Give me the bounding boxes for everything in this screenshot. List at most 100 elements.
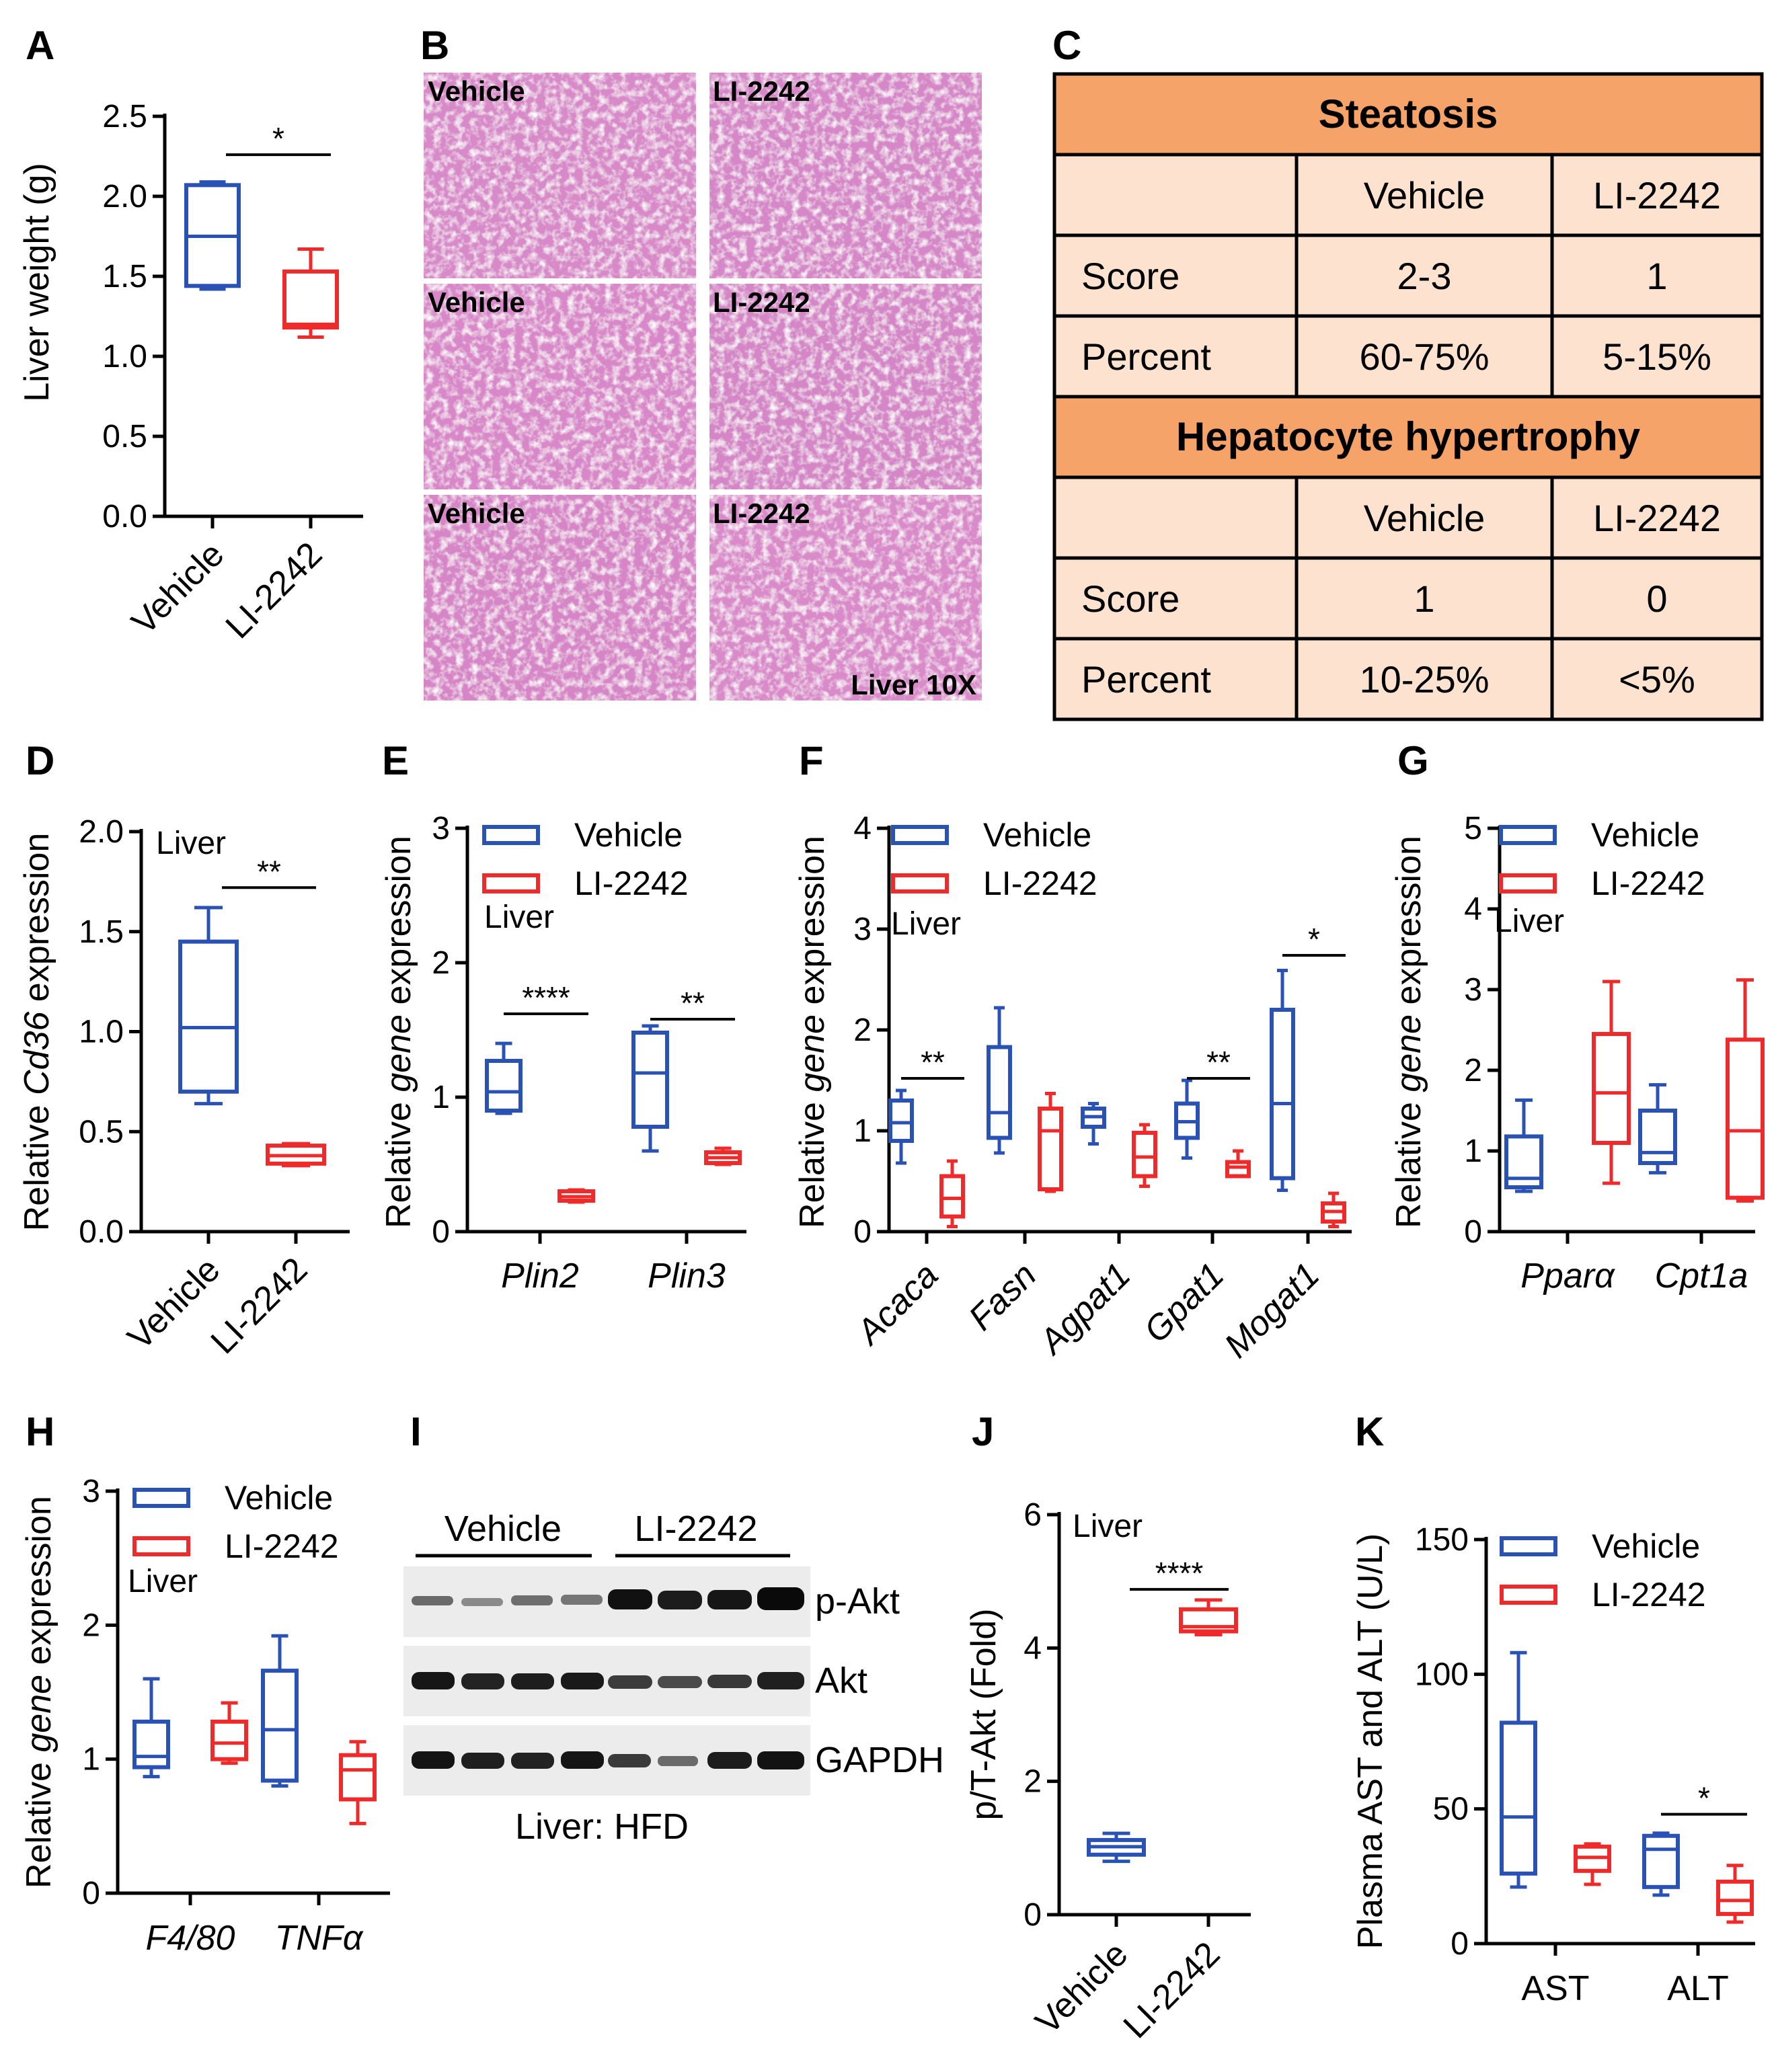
box-vehicle-cpt1a: [1638, 1083, 1677, 1174]
legend-label: Vehicle: [1592, 1527, 1700, 1565]
box-li-2242-tnf: [339, 1740, 377, 1825]
legend-swatch-vehicle: [482, 825, 540, 845]
y-tick-label: 0.5: [102, 419, 147, 454]
table-column-header: Vehicle: [1364, 174, 1485, 216]
blot-band: [511, 1595, 553, 1605]
y-tick-label: 50: [1433, 1792, 1469, 1827]
y-tick-label: 1: [82, 1742, 100, 1778]
panel-letter-f: F: [799, 738, 824, 783]
magnification-label: Liver 10X: [851, 669, 976, 701]
tile-label: LI-2242: [713, 75, 810, 107]
box-iqr: [1225, 1160, 1251, 1179]
box-li-2242-mogat1: [1321, 1191, 1346, 1228]
panel-letter-a: A: [26, 23, 54, 68]
blot-band: [511, 1673, 554, 1689]
table-cell: [1550, 153, 1764, 237]
table-row-label: Percent: [1081, 335, 1211, 378]
box-li-2242-alt: [1716, 1864, 1754, 1924]
panel-i-western-blot: Vehicle LI-2242 p-Akt Akt GAPDH: [403, 1509, 944, 1847]
tissue-note: Liver: [484, 900, 554, 935]
blot-band-label: GAPDH: [815, 1740, 944, 1780]
box-vehicle-f480: [132, 1677, 170, 1779]
chart-panel-g: 0 1 2 3 4 5 Relative gene expression Pparα Cpt1a…: [1389, 811, 1765, 1296]
y-tick-label: 0: [1024, 1897, 1042, 1933]
box-vehicle-ppar: [1504, 1098, 1543, 1193]
table-value: 10-25%: [1359, 658, 1489, 701]
category-label: ALT: [1667, 1969, 1729, 2008]
significance-label: *: [272, 121, 284, 156]
tissue-note: Liver: [156, 826, 226, 861]
box-iqr: [282, 269, 339, 330]
table-cell: [1052, 637, 1299, 721]
table-cell: [1295, 637, 1554, 721]
legend-swatch-li-2242: [891, 873, 949, 893]
significance-label: *: [1698, 1781, 1710, 1816]
y-tick-label: 5: [1464, 811, 1482, 846]
table-row-label: Score: [1081, 577, 1180, 620]
panel-c-table: Steatosis Vehicle LI-2242 Score 2-3 1 Pe…: [1052, 72, 1764, 721]
y-tick-label: 1.0: [102, 339, 147, 374]
significance-label: **: [921, 1045, 945, 1080]
blot-band: [707, 1675, 752, 1688]
box-vehicle-ast: [1500, 1650, 1537, 1889]
legend-swatch-vehicle: [891, 825, 949, 845]
panel-letter-h: H: [26, 1409, 54, 1454]
y-tick-label: 3: [432, 811, 450, 846]
box-li-2242-plin3: [704, 1146, 742, 1166]
tile-label: Vehicle: [428, 497, 525, 529]
box-iqr: [1038, 1107, 1063, 1191]
tile-label: LI-2242: [713, 497, 810, 529]
category-label: Agpat1: [1031, 1255, 1138, 1363]
table-cell: [1550, 637, 1764, 721]
table-cell: [1295, 314, 1554, 399]
y-tick-label: 0.0: [79, 1214, 124, 1250]
histology-tile: [424, 495, 696, 701]
box-li-2242-fasn: [1038, 1092, 1063, 1193]
y-tick-label: 4: [1464, 891, 1482, 927]
box-iqr: [1592, 1032, 1631, 1145]
blot-band: [461, 1753, 504, 1769]
y-tick-label: 3: [82, 1474, 100, 1509]
category-label: Plin3: [648, 1257, 726, 1296]
chart-panel-e: 0 1 2 3 Relative gene expression Plin2 Plin3 **…: [379, 811, 746, 1296]
box-li-2242-ast: [1574, 1842, 1611, 1886]
blot-band-label: p-Akt: [815, 1581, 900, 1622]
table-section-title: Hepatocyte hypertrophy: [1176, 414, 1641, 459]
blot-band: [608, 1675, 652, 1689]
y-tick-label: 4: [1024, 1630, 1042, 1666]
significance-label: **: [257, 854, 281, 889]
box-iqr: [1638, 1109, 1677, 1165]
panel-letter-e: E: [382, 738, 409, 783]
table-column-header: LI-2242: [1593, 174, 1721, 216]
y-tick-label: 100: [1415, 1657, 1469, 1692]
y-tick-label: 2: [82, 1607, 100, 1643]
table-value: 60-75%: [1359, 335, 1489, 378]
table-row-label: Score: [1081, 255, 1180, 297]
y-tick-label: 2: [853, 1012, 872, 1048]
table-value: 1: [1414, 577, 1434, 620]
panel-letter-d: D: [26, 738, 54, 783]
tile-label: Vehicle: [428, 286, 525, 318]
table-cell: [1550, 556, 1764, 641]
y-axis-label: p/T-Akt (Fold): [964, 1609, 1003, 1821]
y-axis-label: Relative gene expression: [379, 836, 418, 1228]
legend-label: Vehicle: [983, 816, 1091, 854]
table-value: 5-15%: [1603, 335, 1711, 378]
category-label: LI-2242: [1116, 1934, 1228, 2046]
tile-label: Vehicle: [428, 75, 525, 107]
category-label: Plin2: [501, 1257, 579, 1296]
blot-band: [461, 1673, 504, 1689]
legend-label: LI-2242: [574, 865, 689, 902]
category-label: Mogat1: [1217, 1255, 1327, 1365]
box-vehicle-vehicle: [1087, 1831, 1146, 1864]
significance-label: ****: [522, 980, 570, 1015]
blot-band: [412, 1672, 455, 1689]
y-tick-label: 1: [432, 1080, 450, 1115]
y-axis-label: Liver weight (g): [17, 163, 56, 401]
y-axis-label: Relative Cd36 expression: [17, 833, 56, 1232]
table-cell: [1052, 475, 1299, 560]
table-cell: [1550, 233, 1764, 318]
legend-label: Vehicle: [225, 1479, 333, 1517]
box-iqr: [210, 1719, 248, 1761]
